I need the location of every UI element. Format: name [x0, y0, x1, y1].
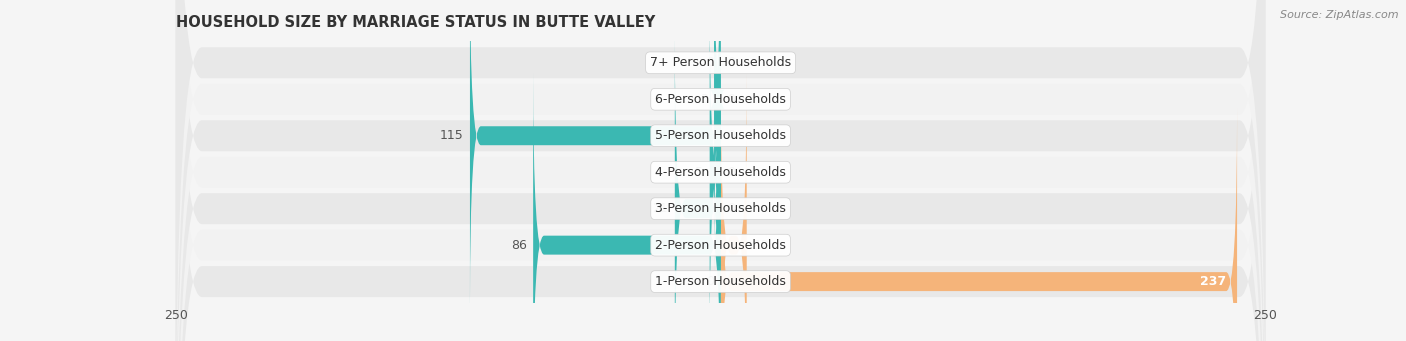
FancyBboxPatch shape — [176, 0, 1265, 341]
Text: 2-Person Households: 2-Person Households — [655, 239, 786, 252]
FancyBboxPatch shape — [533, 72, 721, 341]
Text: 5: 5 — [695, 166, 703, 179]
FancyBboxPatch shape — [176, 0, 1265, 341]
Text: 4-Person Households: 4-Person Households — [655, 166, 786, 179]
Text: 7+ Person Households: 7+ Person Households — [650, 56, 792, 69]
Text: 0: 0 — [706, 275, 714, 288]
FancyBboxPatch shape — [710, 0, 725, 272]
FancyBboxPatch shape — [176, 0, 1265, 341]
FancyBboxPatch shape — [176, 0, 1265, 341]
FancyBboxPatch shape — [675, 36, 721, 341]
Text: 237: 237 — [1201, 275, 1226, 288]
Text: 12: 12 — [754, 239, 769, 252]
Text: 1-Person Households: 1-Person Households — [655, 275, 786, 288]
Text: Source: ZipAtlas.com: Source: ZipAtlas.com — [1281, 10, 1399, 20]
Text: 0: 0 — [727, 56, 735, 69]
Text: HOUSEHOLD SIZE BY MARRIAGE STATUS IN BUTTE VALLEY: HOUSEHOLD SIZE BY MARRIAGE STATUS IN BUT… — [176, 15, 655, 30]
Text: 21: 21 — [652, 202, 668, 215]
FancyBboxPatch shape — [176, 0, 1265, 341]
Text: 0: 0 — [727, 202, 735, 215]
FancyBboxPatch shape — [710, 0, 721, 341]
FancyBboxPatch shape — [176, 0, 1265, 341]
Text: 0: 0 — [727, 129, 735, 142]
FancyBboxPatch shape — [470, 0, 721, 309]
Text: 3-Person Households: 3-Person Households — [655, 202, 786, 215]
Text: 86: 86 — [510, 239, 527, 252]
Text: 0: 0 — [727, 93, 735, 106]
FancyBboxPatch shape — [721, 72, 747, 341]
FancyBboxPatch shape — [176, 0, 1265, 341]
Text: 0: 0 — [706, 56, 714, 69]
Text: 3: 3 — [700, 93, 707, 106]
Text: 0: 0 — [727, 166, 735, 179]
FancyBboxPatch shape — [721, 109, 1237, 341]
Text: 5-Person Households: 5-Person Households — [655, 129, 786, 142]
Text: 115: 115 — [440, 129, 464, 142]
Text: 6-Person Households: 6-Person Households — [655, 93, 786, 106]
